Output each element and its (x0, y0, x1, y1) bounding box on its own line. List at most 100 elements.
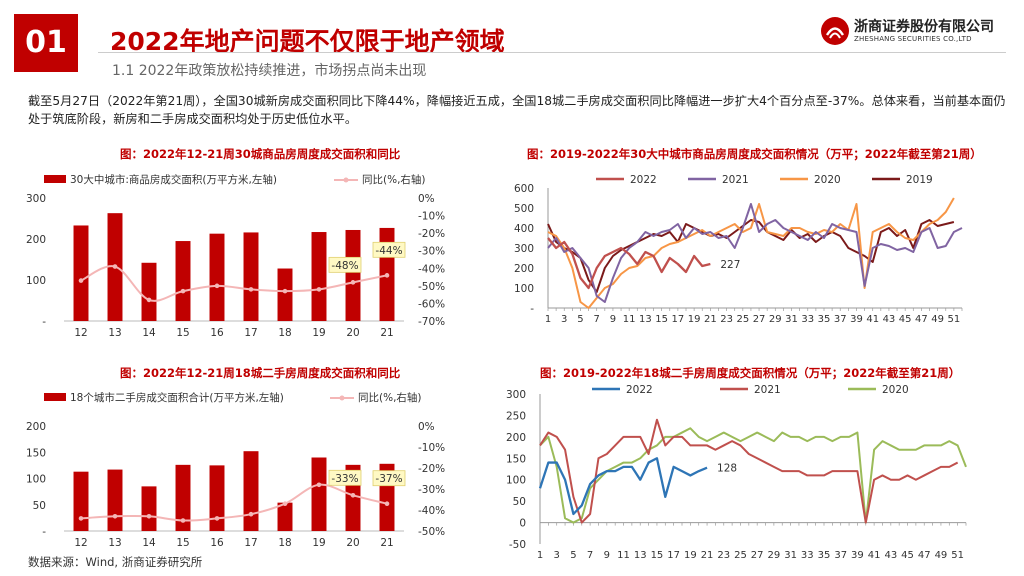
x-axis-tick-label: 33 (801, 314, 814, 325)
legend-bar-label: 18个城市二手房成交面积合计(万平方米,左轴) (70, 391, 284, 404)
series-line-2021 (547, 203, 963, 303)
data-source-note: 数据来源：Wind, 浙商证券研究所 (28, 555, 203, 569)
yoy-point (78, 278, 84, 283)
bar (277, 268, 293, 321)
yoy-point (146, 514, 152, 519)
bar (107, 469, 123, 531)
x-axis-tick-label: 21 (380, 537, 393, 549)
x-axis-tick-label: 37 (834, 314, 847, 325)
x-axis-tick-label: 21 (701, 550, 714, 561)
x-axis-tick-label: 1 (537, 550, 543, 561)
legend-yoy-label: 同比(%,右轴) (358, 391, 422, 404)
x-axis-tick-label: 23 (717, 550, 730, 561)
y-axis-tick-label: 50 (513, 496, 526, 508)
right-axis-tick-label: -20% (418, 228, 445, 240)
left-axis-tick-label: 200 (26, 234, 46, 246)
right-axis-tick-label: -50% (418, 281, 445, 293)
series-line-2020 (547, 197, 955, 309)
x-axis-tick-label: 51 (948, 314, 961, 325)
yoy-annotation-label: -48% (331, 260, 358, 272)
yoy-line (80, 265, 388, 302)
y-axis-tick-label: 300 (506, 389, 526, 401)
x-axis-tick-label: 49 (935, 550, 948, 561)
bar (311, 457, 327, 531)
legend-bar-swatch (44, 175, 66, 183)
legend-bar-swatch (44, 393, 66, 401)
x-axis-tick-label: 9 (604, 550, 610, 561)
x-axis-tick-label: 15 (651, 550, 664, 561)
x-axis-tick-label: 3 (554, 550, 560, 561)
logo-company-name: 浙商证券股份有限公司 (854, 19, 994, 35)
yoy-point (112, 264, 118, 269)
x-axis-tick-label: 51 (951, 550, 964, 561)
x-axis-tick-label: 18 (278, 327, 291, 339)
x-axis-tick-label: 7 (587, 550, 593, 561)
page-title: 2022年地产问题不仅限于地产领域 (110, 27, 505, 56)
yoy-point (248, 511, 254, 517)
y-axis-tick-label: 250 (506, 410, 526, 422)
x-axis-tick-label: 43 (884, 550, 897, 561)
legend-label-2022: 2022 (630, 174, 657, 186)
y-axis-tick-label: -50 (509, 539, 526, 551)
x-axis-tick-label: 35 (818, 314, 831, 325)
legend-bar-label: 30大中城市:商品房成交面积(万平方米,左轴) (70, 173, 277, 186)
bar (209, 465, 225, 531)
x-axis-tick-label: 15 (176, 327, 189, 339)
left-axis-tick-label: 100 (26, 474, 46, 486)
yoy-point (214, 283, 220, 289)
x-axis-tick-label: 45 (901, 550, 914, 561)
yoy-point (78, 516, 84, 521)
left-axis-tick-label: 150 (26, 447, 46, 459)
x-axis-tick-label: 17 (667, 550, 680, 561)
right-axis-tick-label: -40% (418, 263, 445, 275)
yoy-point (146, 297, 152, 303)
right-axis-tick-label: -60% (418, 298, 445, 310)
x-axis-tick-label: 35 (818, 550, 831, 561)
y-axis-tick-label: 400 (514, 223, 534, 235)
x-axis-tick-label: 18 (278, 537, 291, 549)
yoy-annotation-label: -37% (375, 473, 402, 485)
yoy-annotation-box (372, 241, 406, 258)
legend-label-2021: 2021 (722, 174, 749, 186)
yoy-point (112, 514, 118, 519)
section-number-badge: 01 (14, 14, 78, 72)
bar (73, 471, 89, 531)
series-line-2019 (547, 219, 955, 293)
right-axis-tick-label: -10% (418, 442, 445, 454)
legend-label-2022: 2022 (626, 384, 653, 396)
right-axis-tick-label: -20% (418, 463, 445, 475)
x-axis-tick-label: 13 (108, 327, 121, 339)
logo-emblem-icon (821, 17, 849, 45)
company-logo: 浙商证券股份有限公司 ZHESHANG SECURITIES CO.,LTD (820, 14, 1010, 50)
x-axis-tick-label: 47 (918, 550, 931, 561)
right-axis-tick-label: -50% (418, 526, 445, 538)
bar (209, 233, 225, 321)
right-axis-tick-label: -40% (418, 505, 445, 517)
x-axis-tick-label: 39 (851, 550, 864, 561)
x-axis-tick-label: 11 (617, 550, 630, 561)
left-axis-tick-label: 300 (26, 193, 46, 205)
x-axis-tick-label: 5 (577, 314, 583, 325)
x-axis-tick-label: 33 (801, 550, 814, 561)
y-axis-tick-label: 200 (514, 263, 534, 275)
bar (345, 229, 361, 321)
x-axis-tick-label: 20 (346, 327, 359, 339)
yoy-point (180, 518, 186, 523)
x-axis-tick-label: 21 (380, 327, 393, 339)
x-axis-tick-label: 3 (561, 314, 567, 325)
bar (243, 451, 259, 531)
x-axis-tick-label: 16 (210, 537, 224, 549)
x-axis-tick-label: 20 (346, 537, 359, 549)
x-axis-tick-label: 17 (244, 537, 257, 549)
yoy-annotation-box (328, 256, 362, 273)
yoy-point (350, 493, 356, 498)
chart1-title: 图：2022年12-21周30城商品房周度成交面积和同比 (120, 147, 401, 161)
legend-label-2021: 2021 (754, 384, 781, 396)
x-axis-tick-label: 13 (108, 537, 121, 549)
right-axis-tick-label: -30% (418, 246, 445, 258)
right-axis-tick-label: -30% (418, 484, 445, 496)
yoy-point (214, 516, 220, 521)
x-axis-tick-label: 23 (720, 314, 733, 325)
x-axis-tick-label: 21 (704, 314, 717, 325)
yoy-point (282, 288, 288, 294)
